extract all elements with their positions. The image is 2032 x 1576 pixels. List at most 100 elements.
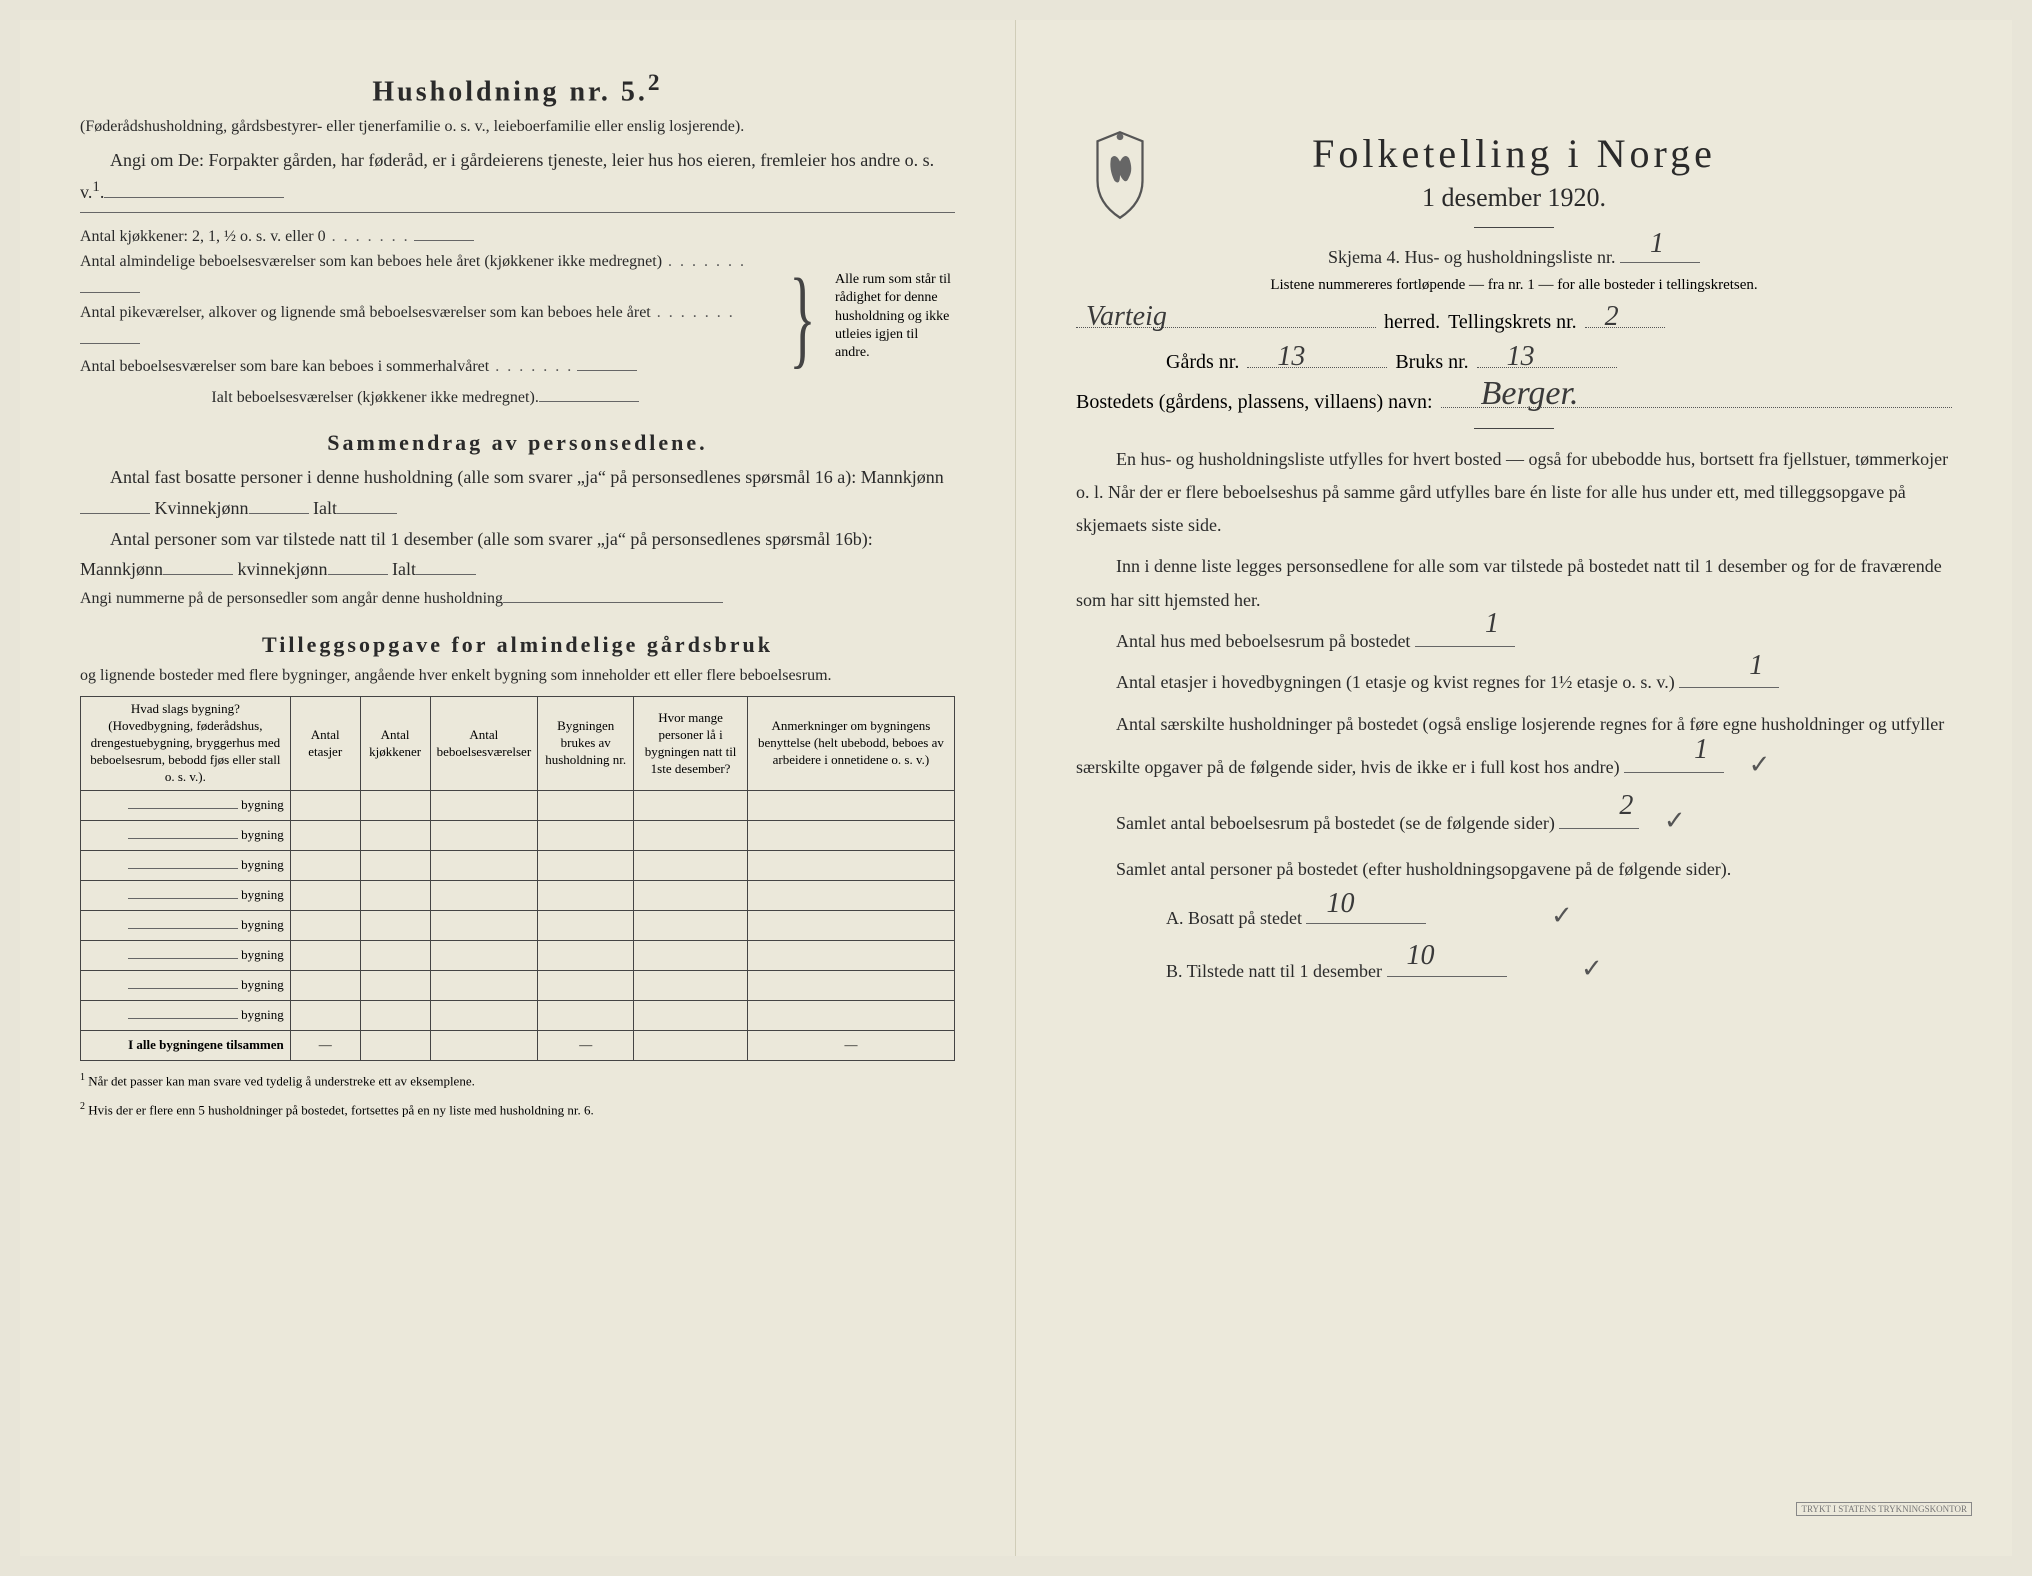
table-cell <box>290 970 360 1000</box>
table-cell <box>430 880 538 910</box>
table-cell <box>290 1000 360 1030</box>
table-cell <box>430 850 538 880</box>
row-label-cell: bygning <box>81 850 291 880</box>
herred-row: Varteig herred. Tellingskrets nr. 2 <box>1076 306 1952 334</box>
table-row: bygning <box>81 970 955 1000</box>
table-cell <box>538 820 634 850</box>
q2-row: Antal etasjer i hovedbygningen (1 etasje… <box>1076 666 1952 699</box>
table-row: bygning <box>81 820 955 850</box>
table-cell <box>634 880 748 910</box>
checkmark-icon: ✓ <box>1581 954 1603 983</box>
table-cell <box>430 940 538 970</box>
rooms-line-2: Antal pikeværelser, alkover og lignende … <box>80 301 770 353</box>
divider <box>1474 428 1554 429</box>
table-cell <box>290 850 360 880</box>
row-label-cell: bygning <box>81 910 291 940</box>
divider <box>1474 227 1554 228</box>
household-5-instruction: Angi om De: Forpakter gården, har føderå… <box>80 145 955 208</box>
summary-line-2: Antal personer som var tilstede natt til… <box>80 524 955 585</box>
instruction-para-1: En hus- og husholdningsliste utfylles fo… <box>1076 443 1952 543</box>
gards-row: Gårds nr. 13 Bruks nr. 13 <box>1076 346 1952 374</box>
row-label-cell: bygning <box>81 970 291 1000</box>
table-cell <box>360 820 430 850</box>
qB-value: 10 <box>1407 932 1435 980</box>
table-cell <box>634 910 748 940</box>
curly-brace-icon: } <box>789 262 815 372</box>
table-cell <box>538 790 634 820</box>
instruction-para-2: Inn i denne liste legges personsedlene f… <box>1076 550 1952 617</box>
table-cell <box>747 940 954 970</box>
q2-value: 1 <box>1709 640 1763 692</box>
row-label-cell: bygning <box>81 790 291 820</box>
summary-title: Sammendrag av personsedlene. <box>80 430 955 456</box>
household-5-title: Husholdning nr. 5.2 <box>80 70 955 108</box>
tellingskrets-label: Tellingskrets nr. <box>1448 311 1577 334</box>
q1-value: 1 <box>1445 598 1499 650</box>
table-cell <box>360 790 430 820</box>
herred-label: herred. <box>1384 311 1440 334</box>
table-cell <box>360 910 430 940</box>
checkmark-icon: ✓ <box>1664 806 1686 835</box>
table-header: Hvad slags bygning? (Hovedbygning, føder… <box>81 697 291 790</box>
rooms-total-line: Ialt beboelsesværelser (kjøkkener ikke m… <box>80 384 770 411</box>
rooms-brace-block: Antal kjøkkener: 2, 1, ½ o. s. v. eller … <box>80 223 955 411</box>
table-cell <box>634 790 748 820</box>
brace-caption: Alle rum som står til rådighet for denne… <box>835 271 955 362</box>
table-cell <box>360 1000 430 1030</box>
checkmark-icon: ✓ <box>1551 901 1573 930</box>
left-page: Husholdning nr. 5.2 (Føderådshusholdning… <box>20 20 1016 1556</box>
bostedets-navn-value: Berger. <box>1481 375 1579 413</box>
table-header: Bygningen brukes av husholdning nr. <box>538 697 634 790</box>
skjema-nr-value: 1 <box>1650 220 1664 268</box>
table-cell <box>747 820 954 850</box>
bruks-nr-value: 13 <box>1507 341 1535 373</box>
table-cell <box>430 790 538 820</box>
table-cell <box>430 910 538 940</box>
bostedets-label: Bostedets (gårdens, plassens, villaens) … <box>1076 391 1433 414</box>
table-header: Anmerkninger om bygningens benyttelse (h… <box>747 697 954 790</box>
table-cell <box>747 790 954 820</box>
tillegg-desc: og lignende bosteder med flere bygninger… <box>80 664 955 689</box>
table-cell <box>290 910 360 940</box>
table-cell <box>360 970 430 1000</box>
rooms-line-1: Antal almindelige beboelsesværelser som … <box>80 250 770 302</box>
q4-row: Samlet antal beboelsesrum på bostedet (s… <box>1076 797 1952 845</box>
main-title: Folketelling i Norge <box>1076 130 1952 177</box>
table-cell <box>290 880 360 910</box>
table-cell <box>360 850 430 880</box>
table-row: bygning <box>81 940 955 970</box>
table-cell <box>747 910 954 940</box>
qA-value: 10 <box>1326 880 1354 928</box>
table-cell <box>538 850 634 880</box>
table-header: Antal beboelsesværelser <box>430 697 538 790</box>
q1-row: Antal hus med beboelsesrum på bostedet 1 <box>1076 625 1952 658</box>
table-cell <box>538 1000 634 1030</box>
row-label-cell: bygning <box>81 880 291 910</box>
table-cell <box>290 940 360 970</box>
row-label-cell: bygning <box>81 820 291 850</box>
household-5-desc: (Føderådshusholdning, gårdsbestyrer- ell… <box>80 116 955 138</box>
qB-row: B. Tilstede natt til 1 desember 10 ✓ <box>1076 947 1952 991</box>
coat-of-arms-icon <box>1086 130 1154 220</box>
table-cell <box>634 850 748 880</box>
checkmark-icon: ✓ <box>1749 750 1771 779</box>
table-cell <box>538 940 634 970</box>
listene-note: Listene nummereres fortløpende — fra nr.… <box>1076 277 1952 294</box>
table-cell <box>747 970 954 1000</box>
tellingskrets-value: 2 <box>1605 301 1619 333</box>
summary-line-1: Antal fast bosatte personer i denne hush… <box>80 462 955 523</box>
gards-label: Gårds nr. <box>1166 351 1239 374</box>
table-row: bygning <box>81 910 955 940</box>
qA-row: A. Bosatt på stedet 10 ✓ <box>1076 894 1952 938</box>
footnote-1: 1 Når det passer kan man svare ved tydel… <box>80 1071 955 1091</box>
table-cell <box>747 850 954 880</box>
table-cell <box>290 790 360 820</box>
table-cell <box>430 1000 538 1030</box>
right-page: Folketelling i Norge 1 desember 1920. Sk… <box>1016 20 2012 1556</box>
table-row: bygning <box>81 850 955 880</box>
table-cell <box>634 940 748 970</box>
row-label-cell: bygning <box>81 1000 291 1030</box>
kitchen-count-line: Antal kjøkkener: 2, 1, ½ o. s. v. eller … <box>80 223 770 250</box>
printer-mark: TRYKT I STATENS TRYKNINGSKONTOR <box>1796 1502 1972 1516</box>
table-cell <box>538 880 634 910</box>
